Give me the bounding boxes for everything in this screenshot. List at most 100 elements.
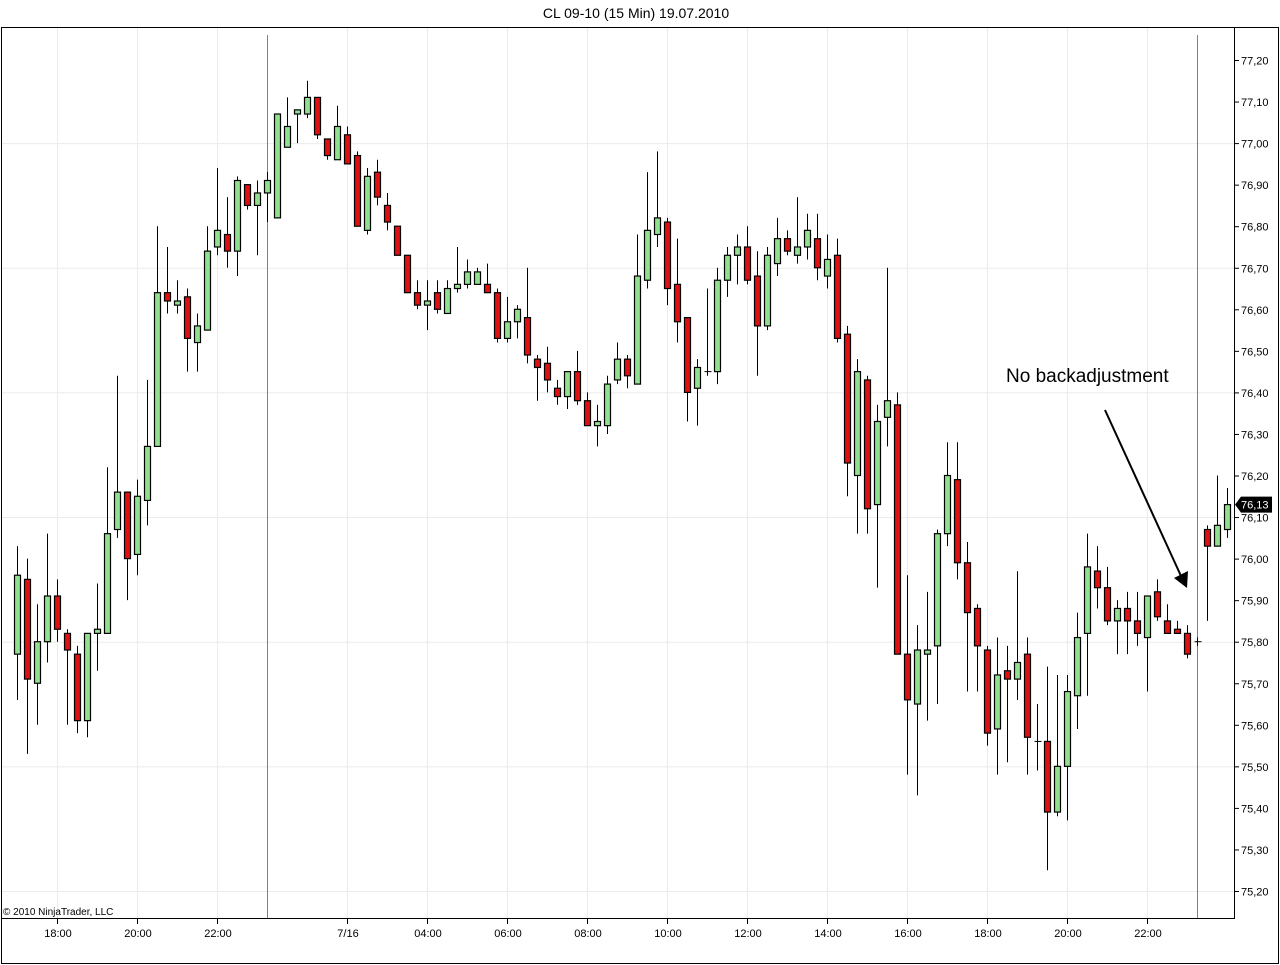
candle — [1073, 612, 1082, 729]
candle-body-up — [193, 325, 202, 344]
candle-body-down — [523, 317, 532, 356]
candle — [1003, 645, 1012, 763]
candle-body-down — [373, 171, 382, 198]
candle — [873, 404, 882, 588]
candle — [1034, 704, 1042, 771]
candle — [943, 442, 952, 547]
candle — [13, 546, 22, 700]
candle — [933, 529, 942, 705]
candle-body-up — [133, 495, 142, 556]
candle-body-down — [163, 292, 172, 302]
candle — [493, 288, 502, 343]
candle-body-up — [13, 574, 22, 655]
y-tick-label: 77,00 — [1241, 139, 1269, 151]
candle — [1203, 525, 1212, 621]
candle — [533, 355, 542, 401]
last-price-label: 76,13 — [1241, 500, 1269, 512]
candle-body-up — [913, 649, 922, 705]
candle — [663, 217, 672, 306]
y-tick-label: 75,60 — [1241, 720, 1269, 732]
y-tick-label: 76,10 — [1241, 513, 1269, 525]
candle — [503, 296, 512, 343]
candle — [883, 267, 892, 447]
candle — [1213, 475, 1222, 547]
candle-body-down — [53, 595, 62, 630]
candle-body-down — [903, 653, 912, 701]
candle-body-up — [463, 271, 472, 285]
candle — [363, 168, 372, 235]
annotation: No backadjustment — [1006, 366, 1188, 588]
candle-body-down — [1123, 607, 1132, 622]
candle-body-down — [973, 607, 982, 647]
candle-body-up — [293, 109, 302, 115]
y-tick-label: 75,40 — [1241, 803, 1269, 815]
candle — [543, 346, 552, 393]
candle-body-up — [363, 175, 372, 231]
candle-body-up — [593, 420, 602, 427]
candle — [843, 325, 852, 497]
candle-body-up — [283, 125, 292, 148]
candle-body-up — [713, 279, 722, 373]
candle — [773, 217, 782, 277]
price-axis: 77,20 77,10 77,00 76,90 76,80 76,70 76,60 76,50… — [1234, 56, 1269, 899]
candle-body-down — [983, 649, 992, 734]
candle-body-up — [933, 533, 942, 647]
candle — [1143, 595, 1152, 692]
candle — [443, 280, 452, 315]
candle-body-down — [73, 653, 82, 722]
candle — [83, 632, 92, 738]
candle-body-up — [213, 229, 222, 248]
annotation-text: No backadjustment — [1006, 366, 1169, 387]
candle-body-up — [603, 383, 612, 427]
x-tick-label: 7/16 — [337, 928, 358, 940]
candle-body-down — [1183, 632, 1192, 655]
candle-body-up — [153, 292, 162, 448]
candle-body-down — [553, 387, 562, 398]
candle-body-down — [1003, 670, 1012, 680]
candle-body-down — [183, 296, 192, 339]
x-tick-label: 22:00 — [204, 928, 232, 940]
candle-body-down — [313, 96, 322, 136]
candle — [313, 96, 322, 139]
candle — [233, 176, 242, 277]
candle-body-down — [1043, 740, 1052, 813]
candle-body-up — [873, 420, 882, 506]
candle-body-up — [253, 192, 262, 207]
candle — [833, 238, 842, 343]
candle — [463, 259, 472, 289]
candle-body-up — [773, 238, 782, 265]
candle-body-up — [103, 533, 112, 634]
candle — [183, 288, 192, 372]
x-tick-label: 04:00 — [414, 928, 442, 940]
candle-body-down — [683, 317, 692, 393]
x-tick-label: 10:00 — [654, 928, 682, 940]
candle-body-down — [663, 221, 672, 290]
x-tick-label: 18:00 — [44, 928, 72, 940]
candle — [863, 375, 872, 534]
candle-body-up — [883, 400, 892, 418]
y-tick-label: 75,80 — [1241, 637, 1269, 649]
candle — [1133, 591, 1142, 646]
candle-body-up — [33, 641, 42, 684]
y-tick-label: 76,80 — [1241, 222, 1269, 234]
candle-body-up — [423, 300, 432, 306]
candle — [213, 168, 222, 256]
candle-body-down — [1103, 587, 1112, 622]
y-tick-label: 76,20 — [1241, 471, 1269, 483]
candle-body-up — [303, 96, 312, 115]
candle-body-up — [43, 595, 52, 643]
y-tick-label: 75,50 — [1241, 762, 1269, 774]
candle-body-up — [333, 125, 342, 161]
candle-body-up — [823, 258, 832, 277]
candle — [893, 392, 902, 655]
candle-body-down — [1203, 528, 1212, 547]
candle-body-up — [1053, 765, 1062, 813]
candle — [923, 591, 932, 721]
candle-body-down — [623, 358, 632, 377]
candle — [713, 267, 722, 385]
annotation-arrow-line — [1104, 409, 1182, 577]
candle — [963, 541, 972, 692]
candle — [733, 234, 742, 285]
candle-body-up — [653, 217, 662, 236]
